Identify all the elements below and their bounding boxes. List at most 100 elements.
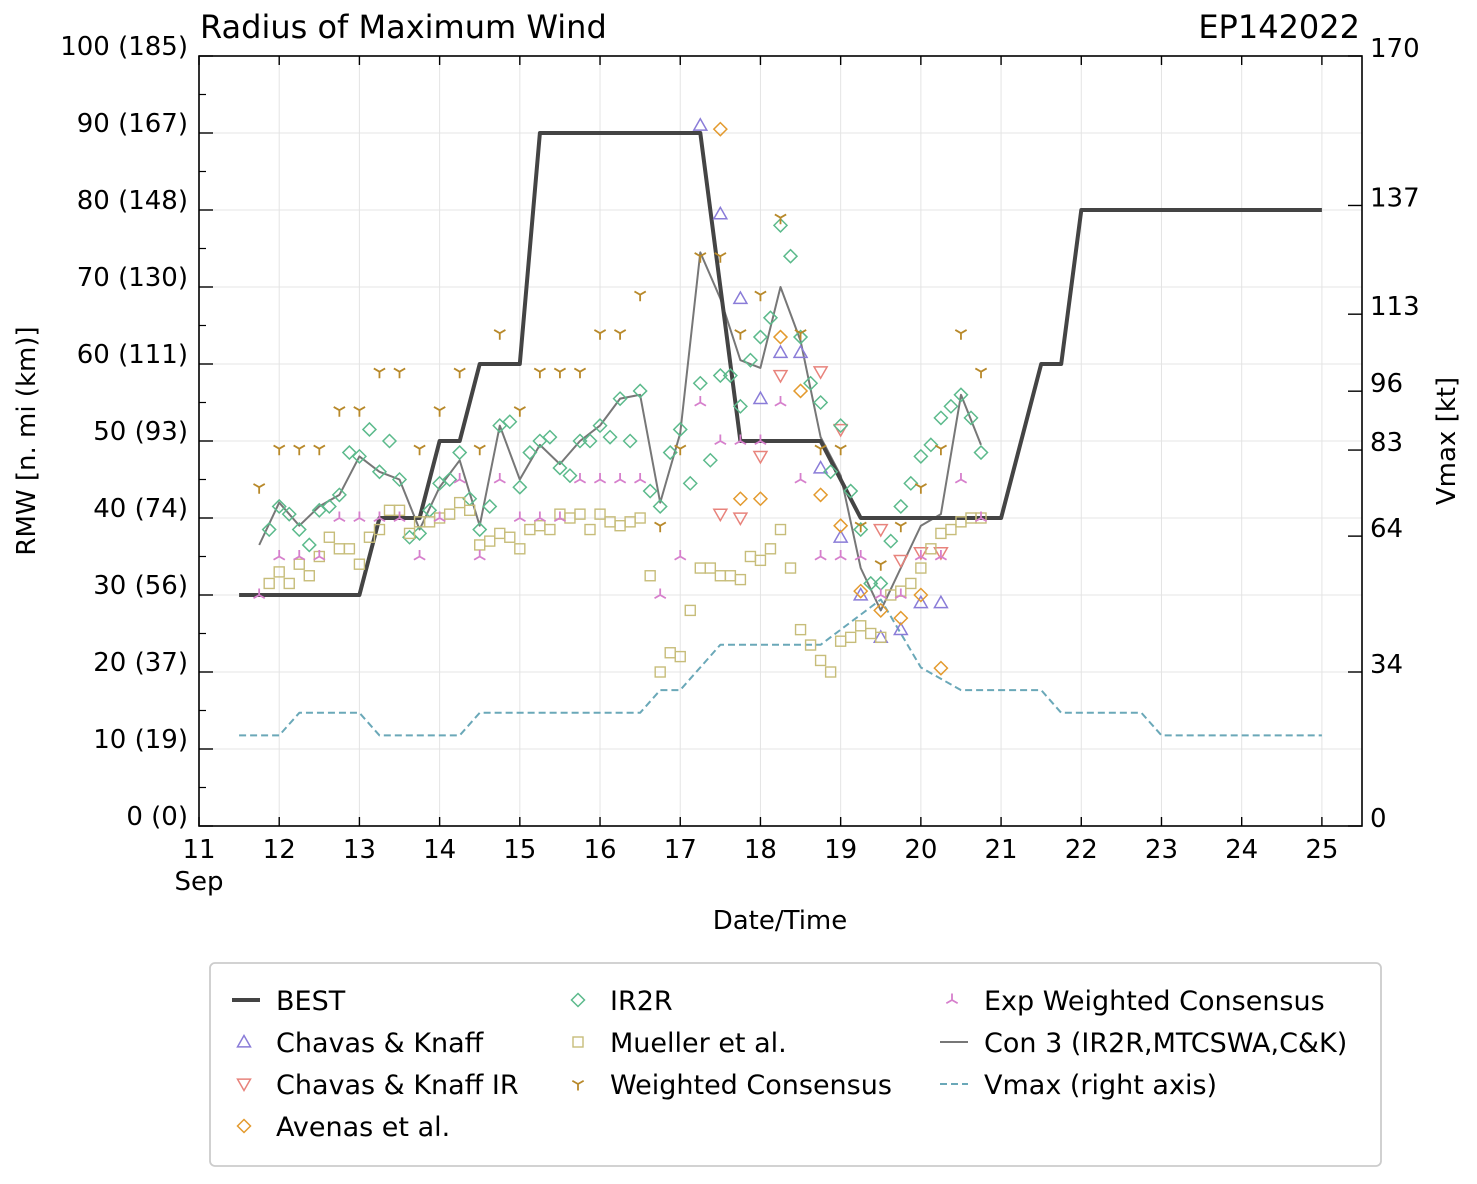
legend-symbol-exp-weighted-consensus [945,993,959,1005]
point-ir2r [602,429,618,445]
point-mueller-et-al [754,554,767,567]
legend: BEST Chavas & Knaff Chavas & Knaff IR Avena… [209,962,1382,1167]
point-chavas-knaff [792,344,809,359]
point-ir2r [682,475,698,491]
x-tick-label: 23 [1145,835,1178,865]
point-mueller-et-al [764,543,777,555]
point-exp-weighted-consensus [914,550,927,561]
point-chavas-knaff-ir [732,512,749,527]
point-ir2r [622,433,638,449]
point-ir2r [642,483,658,499]
legend-label-ir2r: IR2R [610,986,673,1017]
point-mueller-et-al [463,504,476,516]
x-tick-label: 12 [263,835,296,865]
point-exp-weighted-consensus [674,550,687,561]
point-weighted-consensus [333,406,346,417]
point-exp-weighted-consensus [313,550,326,561]
point-ir2r [562,468,578,484]
point-weighted-consensus [874,560,887,571]
y-tick-label: 60 (111) [77,340,188,370]
point-exp-weighted-consensus [553,511,567,523]
y-tick-label: 10 (19) [93,725,188,755]
point-mueller-et-al [714,570,727,582]
point-mueller-et-al [935,527,947,540]
point-ir2r [522,444,538,461]
point-weighted-consensus [894,521,907,533]
point-exp-weighted-consensus [373,511,386,523]
legend-symbol-ir2r [570,992,586,1008]
legend-label-mueller-et-al: Mueller et al. [610,1028,787,1059]
point-exp-weighted-consensus [393,511,406,523]
point-chavas-knaff [913,594,929,609]
point-mueller-et-al [443,508,456,520]
legend-symbol-weighted-consensus [571,1079,585,1091]
point-ir2r [803,375,819,391]
point-ir2r [351,448,367,464]
point-ir2r [792,329,809,345]
point-ir2r [512,479,528,495]
point-weighted-consensus [313,444,326,456]
point-mueller-et-al [504,531,516,543]
point-exp-weighted-consensus [874,588,887,600]
y-axis-label: RMW [n. mi (km)] [12,326,42,555]
point-mueller-et-al [283,577,295,590]
x-tick-label: 21 [985,835,1018,865]
point-ir2r [833,418,849,434]
point-exp-weighted-consensus [734,434,747,446]
point-mueller-et-al [303,570,315,582]
point-mueller-et-al [724,570,737,582]
point-exp-weighted-consensus [493,473,506,484]
point-chavas-knaff-ir [752,450,769,465]
x-axis-label: Date/Time [713,906,848,936]
y-tick-label: 30 (56) [93,571,188,601]
point-avenas-et-al [913,587,929,603]
point-ir2r [542,429,558,445]
point-ir2r [442,471,458,488]
point-mueller-et-al [363,531,376,543]
point-mueller-et-al [644,570,656,582]
point-ir2r [261,521,277,538]
point-avenas-et-al [853,583,869,599]
point-weighted-consensus [613,329,627,340]
point-ir2r [301,537,317,553]
point-weighted-consensus [634,290,647,302]
point-avenas-et-al [752,491,769,507]
point-weighted-consensus [433,406,446,417]
point-ir2r [572,433,588,449]
legend-marker-chavas-knaff-ir [236,1078,252,1093]
point-chavas-knaff [712,205,729,220]
legend-symbol-avenas-et-al [236,1118,252,1134]
point-exp-weighted-consensus [854,550,867,561]
legend-symbol-chavas-knaff-ir [236,1078,252,1093]
point-avenas-et-al [712,121,728,137]
plot-markers [253,117,989,678]
point-mueller-et-al [343,543,356,555]
point-avenas-et-al [732,491,748,507]
point-exp-weighted-consensus [794,473,807,484]
point-mueller-et-al [263,577,275,590]
point-ir2r [752,329,769,345]
point-ir2r [893,498,909,515]
x-tick-label: 16 [583,835,616,865]
point-ir2r [321,498,337,515]
point-chavas-knaff-ir [712,508,729,523]
series-con-3-ir2r-mtcswa-c-k [258,251,982,612]
point-mueller-et-al [684,604,696,617]
point-mueller-et-al [524,523,536,536]
legend-label-weighted-consensus: Weighted Consensus [610,1070,892,1101]
point-mueller-et-al [594,508,606,520]
point-weighted-consensus [914,483,927,494]
point-ir2r [281,506,297,522]
series-best [239,131,1322,597]
point-avenas-et-al [893,610,909,626]
y-tick-label: 0 (0) [126,802,188,832]
point-chavas-knaff [812,459,829,474]
point-mueller-et-al [734,573,747,586]
point-mueller-et-al [744,550,757,563]
legend-symbol-chavas-knaff [236,1033,252,1048]
point-weighted-consensus [453,367,466,379]
series-vmax-right-axis [239,598,1322,737]
point-chavas-knaff [692,117,709,131]
point-chavas-knaff-ir [913,547,929,561]
point-ir2r [632,383,648,399]
